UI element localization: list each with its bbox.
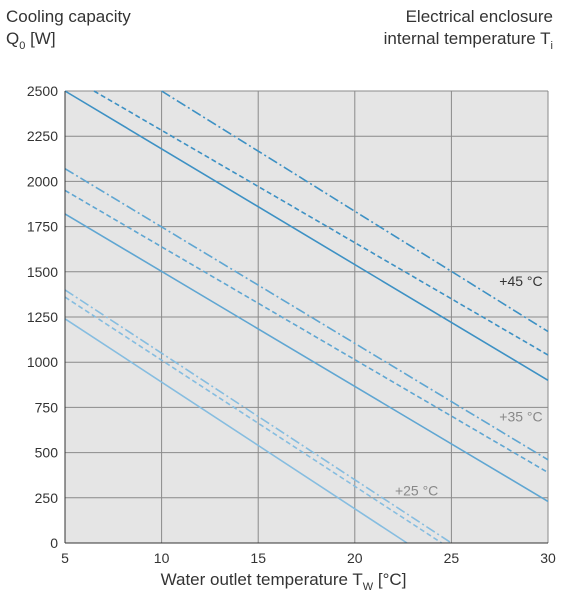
y-tick-label: 2000 <box>27 173 58 189</box>
y-tick-label: 500 <box>35 445 59 461</box>
x-tick-label: 20 <box>347 550 363 566</box>
x-axis-title: Water outlet temperature TW [°C] <box>0 570 567 593</box>
legend-title-text: internal temperature T <box>383 29 551 48</box>
series-line <box>64 189 549 474</box>
y-tick-label: 1250 <box>27 309 58 325</box>
y-axis-title-line2: Q0 [W] <box>6 28 131 52</box>
x-tick-label: 5 <box>61 550 69 566</box>
curve-label: +35 °C <box>499 408 542 424</box>
y-axis-title: Cooling capacity Q0 [W] <box>6 6 131 52</box>
y-axis-title-line1: Cooling capacity <box>6 7 131 26</box>
series-line <box>64 213 549 503</box>
series-line <box>64 296 443 544</box>
series-line <box>161 90 549 333</box>
curve-label: +45 °C <box>499 273 542 289</box>
y-axis-title-q: Q <box>6 29 20 48</box>
legend-title-line1: Electrical enclosure <box>405 7 553 26</box>
x-tick-label: 30 <box>540 550 556 566</box>
y-tick-label: 1000 <box>27 354 58 370</box>
y-axis-title-subscript: 0 <box>19 40 26 52</box>
y-tick-label: 0 <box>50 535 58 551</box>
y-tick-label: 2500 <box>27 83 58 99</box>
curve-label: +25 °C <box>395 483 438 499</box>
x-axis-title-unit: [°C] <box>373 570 407 589</box>
legend-title-subscript: i <box>550 40 553 52</box>
x-axis-title-text: Water outlet temperature T <box>160 570 363 589</box>
legend-title-line2: internal temperature Ti <box>384 28 553 52</box>
series-line <box>64 289 452 544</box>
series-line <box>64 90 549 381</box>
x-tick-label: 15 <box>250 550 266 566</box>
y-axis-title-unit: [W] <box>25 29 56 48</box>
legend-title: Electrical enclosure internal temperatur… <box>384 6 553 52</box>
series-line <box>64 168 549 461</box>
y-tick-label: 2250 <box>27 128 58 144</box>
y-tick-label: 250 <box>35 490 59 506</box>
y-tick-label: 1750 <box>27 219 58 235</box>
x-tick-label: 25 <box>444 550 460 566</box>
x-axis-title-subscript: W <box>362 581 374 593</box>
y-tick-label: 1500 <box>27 264 58 280</box>
series-line <box>64 318 408 544</box>
y-tick-label: 750 <box>35 399 59 415</box>
x-tick-label: 10 <box>154 550 170 566</box>
